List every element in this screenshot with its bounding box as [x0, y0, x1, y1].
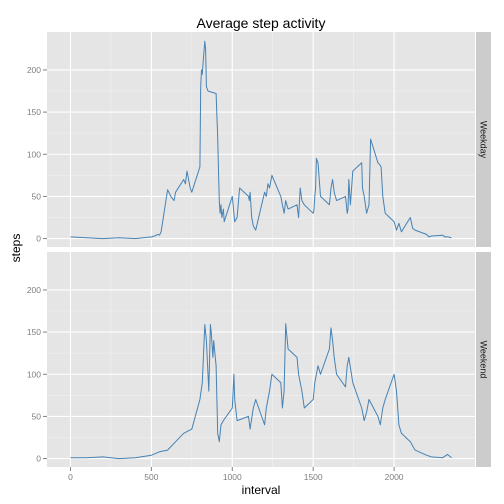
- panel-background: [47, 252, 475, 467]
- series-line-weekday: [70, 40, 452, 240]
- y-axis-title: steps: [9, 234, 23, 263]
- facet-panel-weekday: 0 50 100 150 200 Weekday: [27, 32, 491, 247]
- x-tick-label: 500: [144, 472, 158, 482]
- x-axis-title: interval: [242, 483, 281, 497]
- strip-background: [476, 32, 491, 247]
- y-tick-label: 50: [32, 191, 42, 201]
- y-tick-label: 50: [32, 411, 42, 421]
- series-line-weekend: [70, 323, 452, 460]
- panel-background: [47, 32, 475, 247]
- x-tick-label: 1500: [304, 472, 323, 482]
- y-tick-label: 150: [27, 327, 41, 337]
- y-tick-label: 0: [36, 454, 41, 464]
- strip-background: [476, 252, 491, 467]
- chart-title: Average step activity: [197, 15, 326, 31]
- y-tick-label: 0: [36, 234, 41, 244]
- y-tick-label: 150: [27, 107, 41, 117]
- x-tick-label: 2000: [385, 472, 404, 482]
- y-tick-label: 200: [27, 65, 41, 75]
- facet-panels: 0 50 100 150 200 Weekday 0 50 100 150 200 Weekend 0 5…: [27, 32, 491, 482]
- strip-label-weekday: Weekday: [479, 121, 489, 159]
- y-tick-label: 100: [27, 149, 41, 159]
- facet-panel-weekend: 0 50 100 150 200 Weekend: [27, 252, 491, 467]
- y-tick-label: 200: [27, 285, 41, 295]
- strip-label-weekend: Weekend: [479, 341, 489, 379]
- y-tick-label: 100: [27, 369, 41, 379]
- x-tick-label: 1000: [223, 472, 242, 482]
- x-tick-label: 0: [68, 472, 73, 482]
